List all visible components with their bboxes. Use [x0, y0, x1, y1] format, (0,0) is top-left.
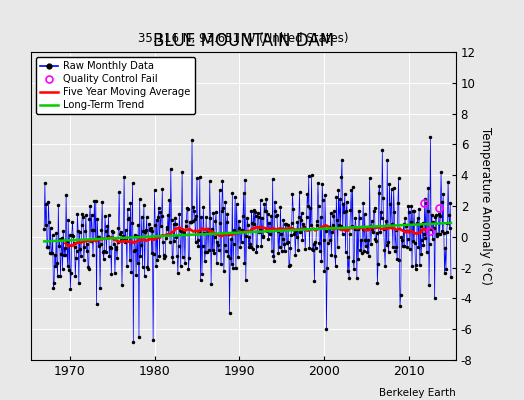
- Text: Berkeley Earth: Berkeley Earth: [379, 388, 456, 398]
- Legend: Raw Monthly Data, Quality Control Fail, Five Year Moving Average, Long-Term Tren: Raw Monthly Data, Quality Control Fail, …: [37, 57, 195, 114]
- Y-axis label: Temperature Anomaly (°C): Temperature Anomaly (°C): [479, 127, 493, 285]
- Text: 35.116 N, 93.651 W (United States): 35.116 N, 93.651 W (United States): [138, 32, 349, 45]
- Title: BLUE MOUNTAIN DAM: BLUE MOUNTAIN DAM: [153, 32, 334, 50]
